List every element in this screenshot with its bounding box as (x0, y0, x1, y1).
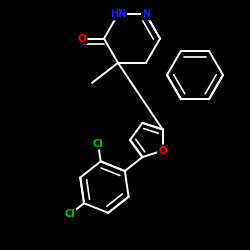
Text: O: O (158, 146, 167, 156)
Text: Cl: Cl (93, 138, 104, 148)
Text: N: N (142, 10, 150, 20)
Text: HN: HN (110, 10, 126, 20)
Text: Cl: Cl (64, 210, 75, 220)
Text: O: O (78, 34, 86, 44)
